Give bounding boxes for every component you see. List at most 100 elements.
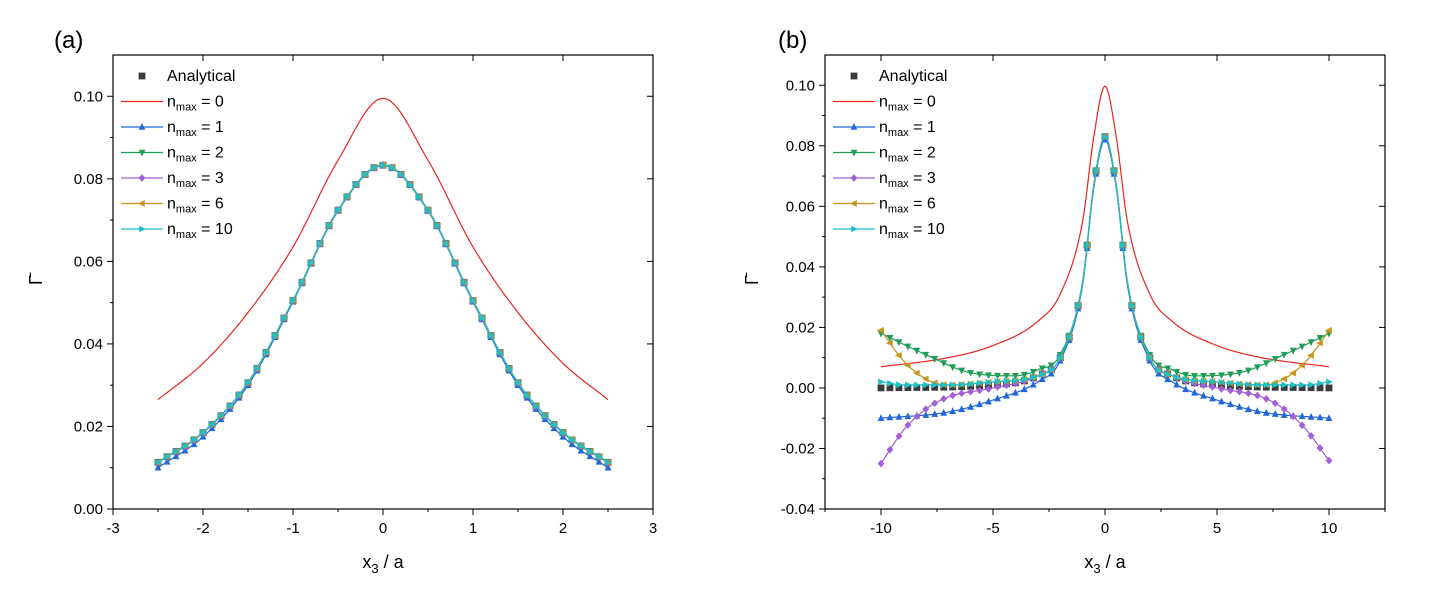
data-point: [227, 402, 234, 410]
data-point: [551, 421, 558, 428]
data-point: [1271, 410, 1279, 417]
chart-panel-b: (b) -10 -5 0 5 10 -0.04 -0.02 0.00 0.02 0.04 0.06 0.…: [742, 27, 1386, 576]
data-point: [1173, 380, 1181, 388]
y-tick-label: 0.00: [786, 380, 815, 397]
data-point: [1164, 365, 1172, 373]
legend-marker: [139, 225, 146, 233]
data-point: [967, 387, 974, 396]
data-point: [985, 378, 993, 386]
y-tick-label: 0.10: [74, 88, 103, 105]
data-point: [1325, 384, 1333, 392]
data-point: [1244, 405, 1252, 413]
data-point: [1280, 375, 1287, 383]
data-point: [1020, 385, 1028, 393]
legend-item: nmax = 10: [833, 221, 945, 241]
data-point: [1200, 377, 1208, 385]
data-point: [923, 381, 930, 389]
data-point: [1029, 368, 1037, 376]
x-tick-label: 10: [1321, 520, 1338, 537]
data-point: [506, 365, 513, 372]
data-point: [353, 181, 360, 189]
data-point: [497, 349, 504, 356]
data-point: [895, 412, 903, 420]
data-point: [1280, 405, 1288, 413]
data-point: [245, 379, 252, 387]
data-point: [595, 457, 603, 465]
data-point: [398, 171, 405, 178]
legend-item: nmax = 6: [121, 196, 224, 216]
data-point: [200, 429, 207, 437]
data-point: [922, 405, 930, 413]
data-point: [1245, 381, 1253, 388]
legend-item: nmax = 1: [833, 119, 936, 139]
data-point: [931, 355, 939, 363]
data-point: [154, 463, 162, 471]
data-point: [1307, 384, 1315, 392]
data-point: [344, 193, 351, 201]
data-point: [994, 372, 1001, 380]
x-tick-label: -10: [870, 520, 892, 537]
y-tick-label: 0.02: [74, 418, 103, 435]
data-point: [1129, 302, 1136, 310]
data-point: [1191, 379, 1198, 388]
data-point: [1066, 333, 1074, 341]
data-point: [985, 397, 992, 405]
data-point: [1227, 386, 1234, 395]
x-tick-label: 1: [469, 520, 477, 537]
data-point: [877, 414, 885, 421]
data-point: [913, 384, 921, 391]
y-axis-title: Γ̄: [742, 272, 762, 285]
data-point: [596, 453, 603, 461]
legend-marker: [138, 149, 146, 157]
x-tick-label: -2: [196, 520, 209, 537]
series-3: [877, 133, 1333, 380]
series-2: [877, 135, 1333, 421]
legend-marker: [850, 149, 858, 157]
data-point: [949, 407, 957, 415]
data-point: [236, 391, 243, 399]
data-point: [958, 383, 966, 391]
data-point: [994, 378, 1002, 385]
data-point: [163, 457, 171, 465]
data-point: [434, 222, 441, 229]
data-point: [1209, 372, 1216, 380]
data-point: [470, 297, 477, 304]
legend-item: Analytical: [138, 68, 235, 85]
legend-marker: [850, 200, 857, 207]
data-point: [209, 421, 216, 428]
y-tick-label: 0.02: [786, 319, 815, 336]
data-point: [887, 379, 894, 387]
legend-item: nmax = 3: [121, 170, 224, 190]
data-point: [949, 391, 957, 400]
data-point: [452, 259, 459, 267]
legend: Analytical nmax = 0 nmax = 1 nmax = 2 nmax =…: [121, 68, 235, 241]
legend-item: Analytical: [850, 68, 947, 85]
data-point: [885, 339, 893, 347]
data-point: [949, 364, 957, 371]
data-point: [985, 385, 992, 393]
data-point: [912, 369, 920, 377]
data-point: [1038, 375, 1046, 383]
data-point: [940, 408, 948, 416]
data-point: [985, 372, 992, 380]
legend-item: nmax = 10: [121, 221, 233, 241]
series-line: [880, 85, 1330, 368]
data-point: [1307, 431, 1315, 440]
data-point: [877, 459, 885, 468]
data-point: [1209, 383, 1216, 391]
data-point: [425, 206, 432, 214]
series-6: [878, 133, 1333, 389]
data-point: [878, 378, 885, 386]
series-line: [157, 164, 609, 464]
data-point: [1164, 375, 1172, 383]
legend-item: nmax = 0: [121, 94, 224, 114]
x-tick-label: 0: [1101, 520, 1109, 537]
data-point: [886, 413, 894, 421]
data-point: [1030, 374, 1038, 381]
legend-label: nmax = 10: [879, 221, 945, 241]
data-point: [958, 367, 966, 375]
data-point: [1191, 388, 1198, 396]
series-line: [157, 164, 609, 463]
data-point: [931, 410, 939, 417]
